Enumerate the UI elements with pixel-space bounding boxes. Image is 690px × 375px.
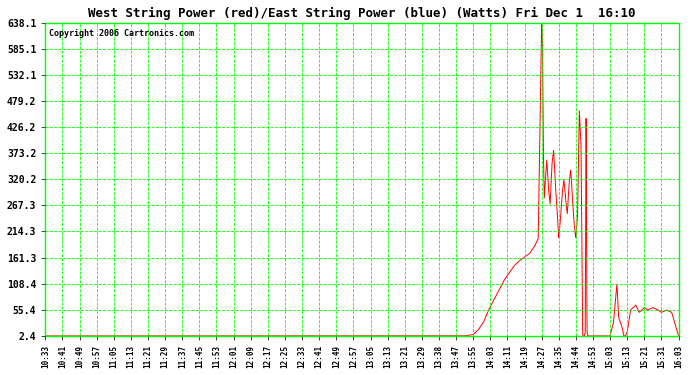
Title: West String Power (red)/East String Power (blue) (Watts) Fri Dec 1  16:10: West String Power (red)/East String Powe…: [88, 7, 635, 20]
Text: Copyright 2006 Cartronics.com: Copyright 2006 Cartronics.com: [48, 29, 193, 38]
